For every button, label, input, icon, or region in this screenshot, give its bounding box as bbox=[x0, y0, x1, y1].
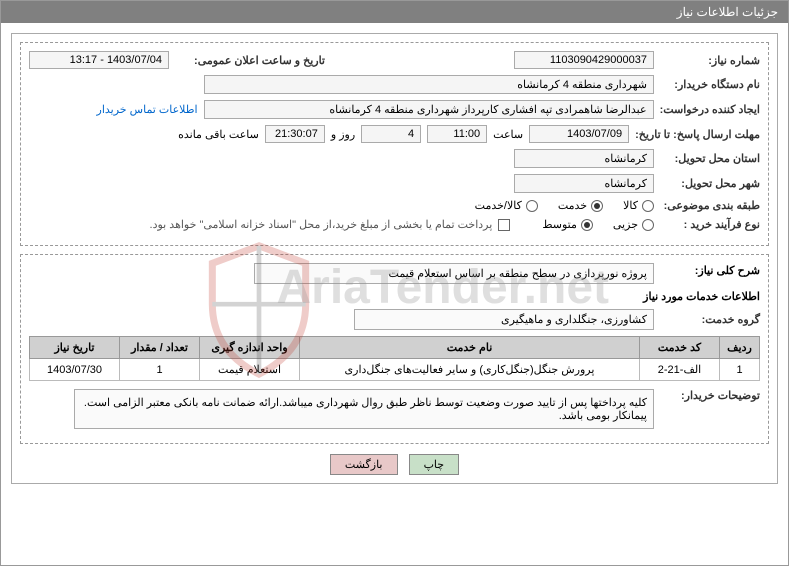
province-value: کرمانشاه bbox=[514, 149, 654, 168]
page-header: جزئیات اطلاعات نیاز bbox=[1, 1, 788, 23]
back-button[interactable]: بازگشت bbox=[330, 454, 398, 475]
announce-label: تاریخ و ساعت اعلان عمومی: bbox=[175, 54, 325, 67]
need-desc-section: شرح کلی نیاز: پروژه نورپردازی در سطح منط… bbox=[20, 254, 769, 444]
radio-icon bbox=[642, 200, 654, 212]
th-name: نام خدمت bbox=[300, 337, 640, 359]
service-group-value: کشاورزی، جنگلداری و ماهیگیری bbox=[354, 309, 654, 330]
deadline-days: 4 bbox=[361, 125, 421, 143]
cell-name: پرورش جنگل(جنگل‌کاری) و سایر فعالیت‌های … bbox=[300, 359, 640, 381]
need-number-label: شماره نیاز: bbox=[660, 54, 760, 67]
buytype-radio-minor[interactable]: جزیی bbox=[613, 218, 654, 231]
th-row: ردیف bbox=[720, 337, 760, 359]
th-code: کد خدمت bbox=[640, 337, 720, 359]
requester-label: ایجاد کننده درخواست: bbox=[660, 103, 760, 116]
th-qty: تعداد / مقدار bbox=[120, 337, 200, 359]
cell-qty: 1 bbox=[120, 359, 200, 381]
deadline-date: 1403/07/09 bbox=[529, 125, 629, 143]
service-info-label: اطلاعات خدمات مورد نیاز bbox=[29, 290, 760, 303]
info-section: شماره نیاز: 1103090429000037 تاریخ و ساع… bbox=[20, 42, 769, 246]
radio-icon bbox=[591, 200, 603, 212]
buyer-org-label: نام دستگاه خریدار: bbox=[660, 78, 760, 91]
table-row: 1 الف-21-2 پرورش جنگل(جنگل‌کاری) و سایر … bbox=[30, 359, 760, 381]
radio-icon bbox=[581, 219, 593, 231]
th-unit: واحد اندازه گیری bbox=[200, 337, 300, 359]
days-label: روز و bbox=[331, 128, 355, 141]
buytype-radio-medium[interactable]: متوسط bbox=[542, 218, 593, 231]
city-label: شهر محل تحویل: bbox=[660, 177, 760, 190]
buyer-notes-label: توضیحات خریدار: bbox=[660, 389, 760, 402]
th-date: تاریخ نیاز bbox=[30, 337, 120, 359]
category-label: طبقه بندی موضوعی: bbox=[660, 199, 760, 212]
category-radio-both[interactable]: کالا/خدمت bbox=[475, 199, 538, 212]
announce-value: 1403/07/04 - 13:17 bbox=[29, 51, 169, 69]
cell-row: 1 bbox=[720, 359, 760, 381]
deadline-countdown: 21:30:07 bbox=[265, 125, 325, 143]
header-title: جزئیات اطلاعات نیاز bbox=[677, 5, 778, 19]
need-number-value: 1103090429000037 bbox=[514, 51, 654, 69]
time-label: ساعت bbox=[493, 128, 523, 141]
requester-value: عبدالرضا شاهمرادی تپه افشاری کارپرداز شه… bbox=[204, 100, 654, 119]
buyer-notes-value: کلیه پرداختها پس از تایید صورت وضعیت توس… bbox=[74, 389, 654, 429]
category-radio-group: کالا خدمت کالا/خدمت bbox=[475, 199, 654, 212]
service-table: ردیف کد خدمت نام خدمت واحد اندازه گیری ت… bbox=[29, 336, 760, 381]
button-row: چاپ بازگشت bbox=[20, 454, 769, 475]
buyer-org-value: شهرداری منطقه 4 کرمانشاه bbox=[204, 75, 654, 94]
city-value: کرمانشاه bbox=[514, 174, 654, 193]
cell-date: 1403/07/30 bbox=[30, 359, 120, 381]
radio-icon bbox=[526, 200, 538, 212]
radio-icon bbox=[642, 219, 654, 231]
table-header-row: ردیف کد خدمت نام خدمت واحد اندازه گیری ت… bbox=[30, 337, 760, 359]
print-button[interactable]: چاپ bbox=[409, 454, 460, 475]
treasury-checkbox[interactable] bbox=[498, 219, 510, 231]
category-radio-goods[interactable]: کالا bbox=[623, 199, 654, 212]
buytype-radio-group: جزیی متوسط bbox=[542, 218, 654, 231]
buytype-label: نوع فرآیند خرید : bbox=[660, 218, 760, 231]
need-desc-value: پروژه نورپردازی در سطح منطقه بر اساس است… bbox=[254, 263, 654, 284]
cell-code: الف-21-2 bbox=[640, 359, 720, 381]
need-desc-label: شرح کلی نیاز: bbox=[660, 264, 760, 277]
deadline-time: 11:00 bbox=[427, 125, 487, 143]
deadline-label: مهلت ارسال پاسخ: تا تاریخ: bbox=[635, 128, 760, 141]
service-group-label: گروه خدمت: bbox=[660, 313, 760, 326]
treasury-note: پرداخت تمام یا بخشی از مبلغ خرید،از محل … bbox=[150, 218, 493, 231]
cell-unit: استعلام قیمت bbox=[200, 359, 300, 381]
province-label: استان محل تحویل: bbox=[660, 152, 760, 165]
remain-label: ساعت باقی مانده bbox=[178, 128, 259, 141]
buyer-contact-link[interactable]: اطلاعات تماس خریدار bbox=[97, 103, 198, 116]
category-radio-service[interactable]: خدمت bbox=[558, 199, 603, 212]
